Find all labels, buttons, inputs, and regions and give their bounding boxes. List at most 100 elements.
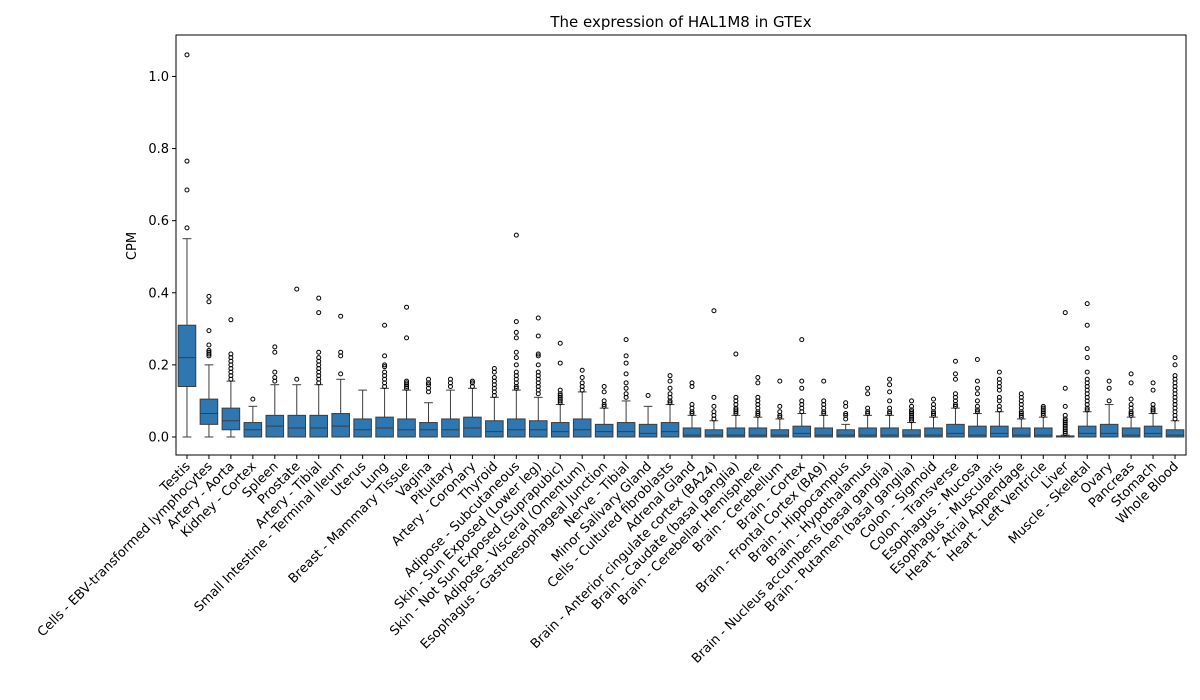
outlier-point bbox=[557, 340, 563, 346]
outlier-point bbox=[821, 378, 827, 384]
outlier-point bbox=[338, 371, 344, 377]
outlier-point bbox=[865, 391, 871, 397]
outlier-point bbox=[1018, 391, 1024, 397]
box bbox=[331, 413, 350, 438]
box bbox=[1121, 427, 1141, 438]
box bbox=[1034, 427, 1053, 438]
outlier-point bbox=[382, 353, 388, 359]
outlier-point bbox=[1084, 322, 1090, 328]
box-group bbox=[638, 393, 658, 438]
outlier-point bbox=[206, 328, 212, 334]
box bbox=[550, 422, 570, 438]
outlier-point bbox=[865, 405, 871, 411]
outlier-point bbox=[667, 378, 673, 384]
outlier-point bbox=[799, 385, 805, 391]
box-group bbox=[1077, 301, 1097, 438]
outlier-point bbox=[689, 402, 695, 408]
outlier-point bbox=[974, 356, 980, 362]
outlier-point bbox=[799, 398, 805, 404]
outlier-point bbox=[865, 411, 871, 417]
y-tick-label: 0.0 bbox=[148, 430, 169, 445]
box-group bbox=[507, 232, 526, 438]
outlier-point bbox=[667, 373, 673, 379]
outlier-point bbox=[667, 400, 673, 406]
outlier-point bbox=[404, 335, 410, 341]
outlier-point bbox=[404, 378, 410, 384]
box-group bbox=[968, 356, 987, 438]
outlier-point bbox=[294, 286, 300, 292]
outlier-point bbox=[887, 382, 893, 388]
outlier-point bbox=[821, 398, 827, 404]
outlier-point bbox=[1062, 385, 1068, 391]
outlier-point bbox=[513, 349, 519, 355]
y-tick-label: 1.0 bbox=[148, 70, 169, 85]
outlier-point bbox=[513, 369, 519, 375]
outlier-point bbox=[535, 353, 541, 359]
box-group bbox=[485, 365, 504, 438]
outlier-point bbox=[1172, 355, 1178, 361]
outlier-point bbox=[426, 376, 431, 382]
outlier-point bbox=[623, 371, 629, 377]
outlier-point bbox=[206, 347, 212, 353]
outlier-point bbox=[777, 409, 783, 415]
outlier-point bbox=[272, 369, 278, 375]
outlier-point bbox=[535, 315, 541, 321]
outlier-point bbox=[1106, 398, 1112, 404]
outlier-point bbox=[909, 403, 915, 409]
outlier-point bbox=[316, 349, 322, 355]
box-group bbox=[1012, 391, 1031, 438]
box-group bbox=[353, 389, 372, 438]
outlier-point bbox=[382, 369, 388, 375]
outlier-point bbox=[799, 337, 805, 343]
outlier-point bbox=[1128, 396, 1134, 402]
box-group bbox=[463, 378, 482, 438]
outlier-point bbox=[601, 384, 607, 390]
outlier-point bbox=[733, 351, 739, 357]
outlier-point bbox=[974, 385, 980, 391]
outlier-point bbox=[1084, 376, 1090, 382]
outlier-point bbox=[887, 405, 893, 411]
box bbox=[572, 418, 592, 438]
box bbox=[770, 429, 790, 438]
outlier-point bbox=[909, 409, 915, 415]
box bbox=[221, 407, 241, 431]
box bbox=[946, 423, 965, 438]
outlier-point bbox=[755, 380, 761, 386]
outlier-point bbox=[535, 351, 541, 357]
box bbox=[485, 420, 504, 438]
box-group bbox=[792, 337, 812, 438]
outlier-point bbox=[426, 382, 431, 388]
outlier-point bbox=[974, 391, 980, 397]
outlier-point bbox=[1018, 411, 1024, 417]
box-group bbox=[221, 317, 241, 438]
outlier-point bbox=[1084, 369, 1090, 375]
box-group bbox=[1099, 378, 1119, 438]
outlier-point bbox=[316, 310, 322, 316]
box bbox=[1165, 429, 1185, 438]
outlier-point bbox=[931, 402, 936, 408]
box bbox=[902, 429, 921, 438]
box bbox=[441, 418, 460, 438]
box-group bbox=[814, 378, 833, 438]
outlier-point bbox=[1040, 405, 1046, 411]
box-group bbox=[660, 373, 680, 438]
outlier-point bbox=[667, 385, 673, 391]
box-group bbox=[880, 376, 899, 438]
outlier-point bbox=[645, 393, 651, 399]
outlier-point bbox=[601, 398, 607, 404]
outlier-point bbox=[1062, 310, 1068, 316]
outlier-point bbox=[733, 394, 739, 400]
outlier-point bbox=[1128, 411, 1134, 417]
outlier-point bbox=[996, 403, 1002, 409]
outlier-point bbox=[1062, 403, 1068, 409]
outlier-point bbox=[1062, 412, 1068, 418]
outlier-point bbox=[469, 378, 475, 384]
box-group bbox=[1143, 380, 1163, 438]
outlier-point bbox=[1084, 407, 1090, 413]
outlier-point bbox=[601, 403, 607, 409]
box-group bbox=[572, 367, 592, 438]
box bbox=[177, 324, 197, 388]
box-group bbox=[704, 308, 724, 438]
outlier-point bbox=[974, 403, 980, 409]
